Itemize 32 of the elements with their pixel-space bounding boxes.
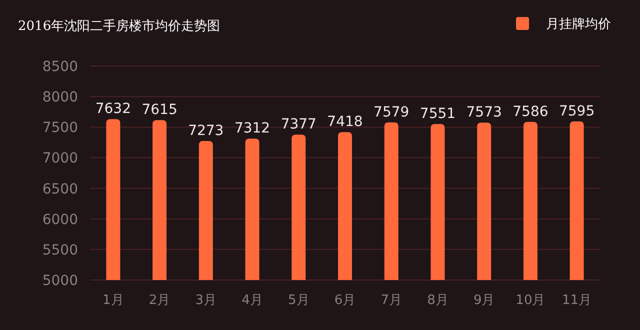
data-label: 7377 — [280, 116, 316, 133]
x-tick-label: 6月 — [334, 293, 356, 308]
data-label: 7418 — [327, 114, 363, 130]
x-tick-label: 2月 — [148, 293, 170, 308]
y-tick-label: 5000 — [42, 273, 78, 289]
chart-title: 2016年沈阳二手房楼市均价走势图 — [18, 18, 220, 34]
x-tick-label: 11月 — [562, 293, 592, 308]
x-tick-label: 9月 — [473, 293, 495, 308]
y-tick-label: 7500 — [42, 120, 78, 136]
data-label: 7632 — [95, 101, 131, 118]
data-label: 7551 — [420, 106, 456, 122]
x-tick-label: 4月 — [242, 293, 263, 308]
data-label: 7586 — [512, 104, 548, 120]
data-label: 7579 — [374, 104, 410, 120]
x-tick-label: 3月 — [195, 293, 217, 308]
y-tick-label: 6500 — [42, 181, 78, 198]
legend-label: 月挂牌均价 — [546, 17, 611, 32]
data-label: 7312 — [234, 120, 270, 137]
x-tick-label: 1月 — [102, 293, 124, 308]
x-tick-label: 7月 — [380, 293, 402, 308]
x-tick-label: 10月 — [516, 293, 546, 308]
y-tick-label: 7000 — [42, 150, 78, 167]
data-label: 7573 — [466, 104, 502, 121]
x-tick-label: 8月 — [427, 293, 448, 308]
y-tick-label: 6000 — [42, 212, 78, 228]
data-label: 7615 — [142, 102, 178, 118]
y-tick-label: 5500 — [42, 242, 78, 258]
data-label: 7273 — [188, 123, 224, 140]
x-tick-label: 5月 — [288, 293, 310, 308]
y-tick-label: 8000 — [42, 90, 78, 106]
y-tick-label: 8500 — [42, 59, 78, 75]
data-label: 7595 — [559, 103, 595, 120]
